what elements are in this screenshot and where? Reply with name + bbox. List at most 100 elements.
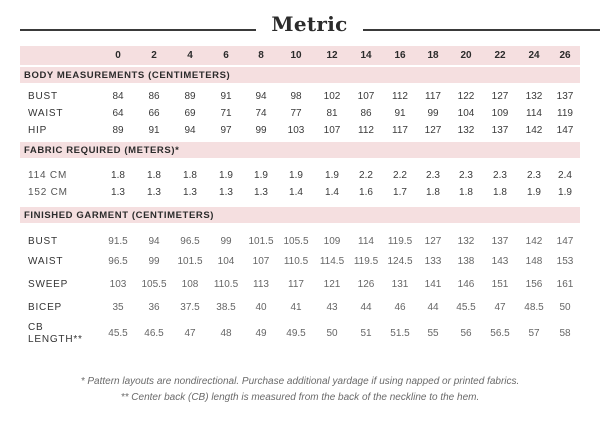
table-cell: 2.3 [493,170,507,181]
table-cell: 99 [427,108,439,119]
table-cell: 1.9 [325,170,339,181]
table-cell: 91 [148,125,160,136]
size-label: 14 [360,50,372,61]
table-cell: 105.5 [283,236,309,247]
size-label: 10 [290,50,302,61]
table-cell: 2.3 [527,170,541,181]
table-cell: 137 [491,236,509,247]
table-cell: 91.5 [108,236,128,247]
table-cell: 1.9 [219,170,233,181]
table-cell: 117 [288,279,304,290]
table-cell: 44 [427,302,439,313]
table-cell: 117 [425,91,441,102]
table-cell: 96.5 [180,236,200,247]
table-cell: 94 [148,236,160,247]
table-cell: 36 [148,302,160,313]
size-label: 26 [559,50,571,61]
table-cell: 107 [357,91,375,102]
sizes-header-band [20,46,580,65]
table-cell: 113 [253,279,269,290]
table-cell: 119 [557,108,573,119]
row-label-finished-bust: BUST [28,236,58,247]
table-cell: 74 [255,108,267,119]
table-cell: 84 [112,91,124,102]
row-label-finished-waist: WAIST [28,256,64,267]
table-cell: 108 [181,279,199,290]
size-label: 12 [326,50,338,61]
table-cell: 91 [220,91,232,102]
table-cell: 98 [290,91,302,102]
section-title-body-measurements: BODY MEASUREMENTS (CENTIMETERS) [24,70,231,81]
table-cell: 47 [494,302,506,313]
table-cell: 121 [323,279,341,290]
table-cell: 156 [525,279,543,290]
size-label: 4 [187,50,193,61]
table-cell: 1.6 [359,187,373,198]
table-cell: 132 [457,236,475,247]
table-cell: 71 [220,108,232,119]
table-cell: 1.8 [493,187,507,198]
table-cell: 45.5 [456,302,476,313]
section-band-finished [20,207,580,223]
table-cell: 1.8 [459,187,473,198]
row-label-body-hip: HIP [28,125,48,136]
table-cell: 131 [391,279,409,290]
table-cell: 94 [255,91,267,102]
table-cell: 1.3 [254,187,268,198]
table-cell: 69 [184,108,196,119]
table-cell: 132 [457,125,475,136]
size-label: 24 [528,50,540,61]
table-cell: 77 [290,108,302,119]
table-cell: 122 [457,91,475,102]
row-label-fabric-152: 152 CM [28,187,68,198]
table-cell: 2.3 [459,170,473,181]
table-cell: 147 [556,125,574,136]
table-cell: 50 [326,328,338,339]
table-cell: 41 [290,302,302,313]
table-cell: 37.5 [180,302,200,313]
table-cell: 91 [394,108,406,119]
table-cell: 101.5 [177,256,203,267]
section-title-fabric-required: FABRIC REQUIRED (METERS)* [24,145,180,156]
table-cell: 1.9 [527,187,541,198]
table-cell: 142 [525,236,543,247]
table-cell: 107 [252,256,270,267]
table-cell: 50 [559,302,571,313]
size-label: 8 [258,50,264,61]
title-rule-left [20,29,256,31]
table-cell: 46 [394,302,406,313]
table-cell: 146 [457,279,475,290]
section-band-body [20,67,580,83]
table-cell: 104 [217,256,235,267]
size-label: 0 [115,50,121,61]
table-cell: 99 [220,236,232,247]
table-cell: 114.5 [319,256,345,267]
table-cell: 1.8 [111,170,125,181]
table-cell: 151 [491,279,509,290]
table-cell: 117 [392,125,408,136]
table-cell: 86 [148,91,160,102]
table-cell: 45.5 [108,328,128,339]
table-cell: 105.5 [141,279,167,290]
table-cell: 147 [556,236,574,247]
table-cell: 127 [491,91,509,102]
size-label: 16 [394,50,406,61]
table-cell: 1.3 [111,187,125,198]
table-cell: 51.5 [390,328,410,339]
table-cell: 43 [326,302,338,313]
table-cell: 46.5 [144,328,164,339]
table-cell: 38.5 [216,302,236,313]
table-cell: 97 [220,125,232,136]
table-cell: 1.4 [325,187,339,198]
table-cell: 1.9 [289,170,303,181]
table-cell: 89 [184,91,196,102]
table-cell: 86 [360,108,372,119]
table-cell: 127 [424,125,442,136]
table-cell: 101.5 [248,236,274,247]
table-cell: 56 [460,328,472,339]
table-cell: 56.5 [490,328,510,339]
table-cell: 51 [360,328,372,339]
table-cell: 1.8 [183,170,197,181]
table-cell: 133 [424,256,442,267]
table-cell: 138 [457,256,475,267]
